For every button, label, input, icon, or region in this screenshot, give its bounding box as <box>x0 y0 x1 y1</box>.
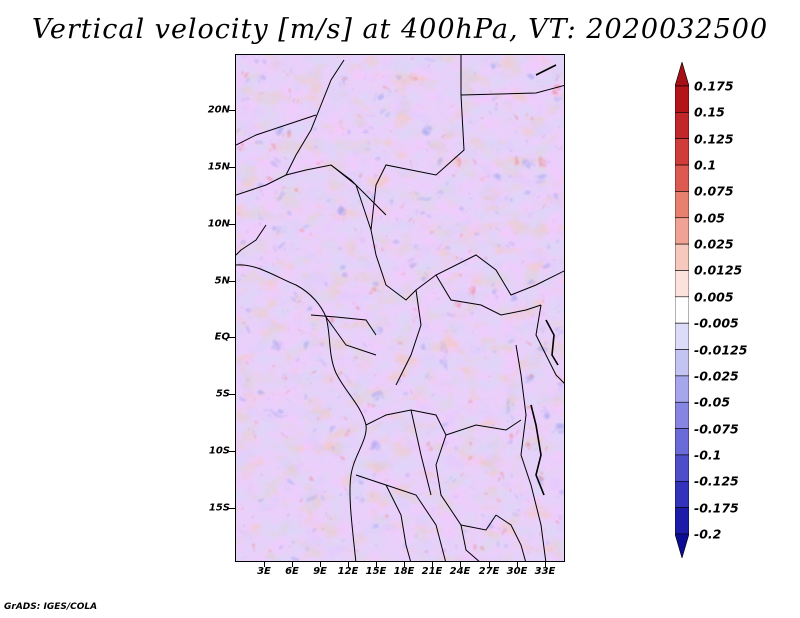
lon-tick-mark <box>376 562 377 567</box>
lat-tick-mark <box>229 167 235 168</box>
colorbar-label: 0.125 <box>694 131 734 147</box>
lon-tick-label: 21E <box>421 566 443 577</box>
colorbar-segment <box>675 296 689 324</box>
lat-tick-mark <box>229 451 235 452</box>
colorbar-segment <box>675 507 689 535</box>
colorbar-segment <box>675 428 689 456</box>
colorbar-label: -0.075 <box>694 421 739 437</box>
colorbar-segment <box>675 375 689 403</box>
lon-tick-mark <box>264 562 265 567</box>
lat-tick-mark <box>229 110 235 111</box>
lon-tick-label: 6E <box>285 566 299 577</box>
lat-tick-label: 10N <box>207 218 230 230</box>
lon-tick-mark <box>460 562 461 567</box>
lon-tick-label: 15E <box>365 566 387 577</box>
lat-tick-label: 5N <box>214 275 230 287</box>
colorbar-label: -0.05 <box>694 394 731 410</box>
colorbar-segment <box>675 480 689 508</box>
lon-tick-mark <box>292 562 293 567</box>
velocity-field <box>236 55 564 561</box>
colorbar-segment <box>675 138 689 166</box>
lat-tick-label: 20N <box>207 104 230 116</box>
colorbar-segment <box>675 191 689 219</box>
lon-tick-label: 18E <box>393 566 415 577</box>
colorbar-label: -0.2 <box>694 526 722 542</box>
colorbar-segment <box>675 112 689 140</box>
lon-tick-label: 27E <box>478 566 500 577</box>
lon-tick-mark <box>404 562 405 567</box>
lat-tick-label: 10S <box>208 445 230 457</box>
lat-tick-label: 15S <box>208 502 230 514</box>
colorbar-label: -0.175 <box>694 500 739 516</box>
colorbar-segment <box>675 85 689 113</box>
colorbar-label: -0.005 <box>694 315 739 331</box>
colorbar-label: 0.15 <box>694 104 725 120</box>
colorbar-label: -0.0125 <box>694 342 748 358</box>
lon-tick-label: 24E <box>449 566 471 577</box>
colorbar-segment <box>675 164 689 192</box>
colorbar-label: -0.025 <box>694 368 739 384</box>
lat-tick-mark <box>229 224 235 225</box>
colorbar-label: -0.1 <box>694 447 722 463</box>
credit-text: GrADS: IGES/COLA <box>4 602 98 612</box>
lon-tick-mark <box>489 562 490 567</box>
colorbar-segment <box>675 243 689 271</box>
map-panel <box>235 54 565 562</box>
colorbar-label: 0.0125 <box>694 262 743 278</box>
colorbar-label: 0.1 <box>694 157 717 173</box>
lat-tick-mark <box>229 394 235 395</box>
lon-tick-label: 30E <box>506 566 528 577</box>
lat-tick-mark <box>229 281 235 282</box>
colorbar-segment <box>675 349 689 377</box>
lon-tick-mark <box>517 562 518 567</box>
lon-tick-mark <box>348 562 349 567</box>
colorbar-label: 0.025 <box>694 236 734 252</box>
lon-tick-mark <box>545 562 546 567</box>
colorbar-label: 0.075 <box>694 183 734 199</box>
lat-tick-mark <box>229 337 235 338</box>
colorbar <box>675 62 689 558</box>
colorbar-label: 0.005 <box>694 289 734 305</box>
lon-tick-label: 12E <box>337 566 359 577</box>
colorbar-label: 0.05 <box>694 210 725 226</box>
lat-tick-mark <box>229 508 235 509</box>
lat-tick-label: 15N <box>207 161 230 173</box>
lon-tick-label: 9E <box>313 566 327 577</box>
plot-title: Vertical velocity [m/s] at 400hPa, VT: 2… <box>31 14 769 45</box>
lon-tick-mark <box>320 562 321 567</box>
colorbar-label: -0.125 <box>694 473 739 489</box>
lon-tick-label: 3E <box>257 566 271 577</box>
colorbar-bottom-arrow <box>675 533 689 558</box>
colorbar-top-arrow <box>675 62 689 87</box>
lat-tick-label: 5S <box>215 388 230 400</box>
colorbar-segment <box>675 217 689 245</box>
lon-tick-label: 33E <box>534 566 556 577</box>
colorbar-segment <box>675 322 689 350</box>
colorbar-segment <box>675 270 689 298</box>
colorbar-segment <box>675 454 689 482</box>
lat-tick-label: EQ <box>214 331 230 343</box>
colorbar-label: 0.175 <box>694 78 734 94</box>
lon-tick-mark <box>432 562 433 567</box>
colorbar-segment <box>675 401 689 429</box>
